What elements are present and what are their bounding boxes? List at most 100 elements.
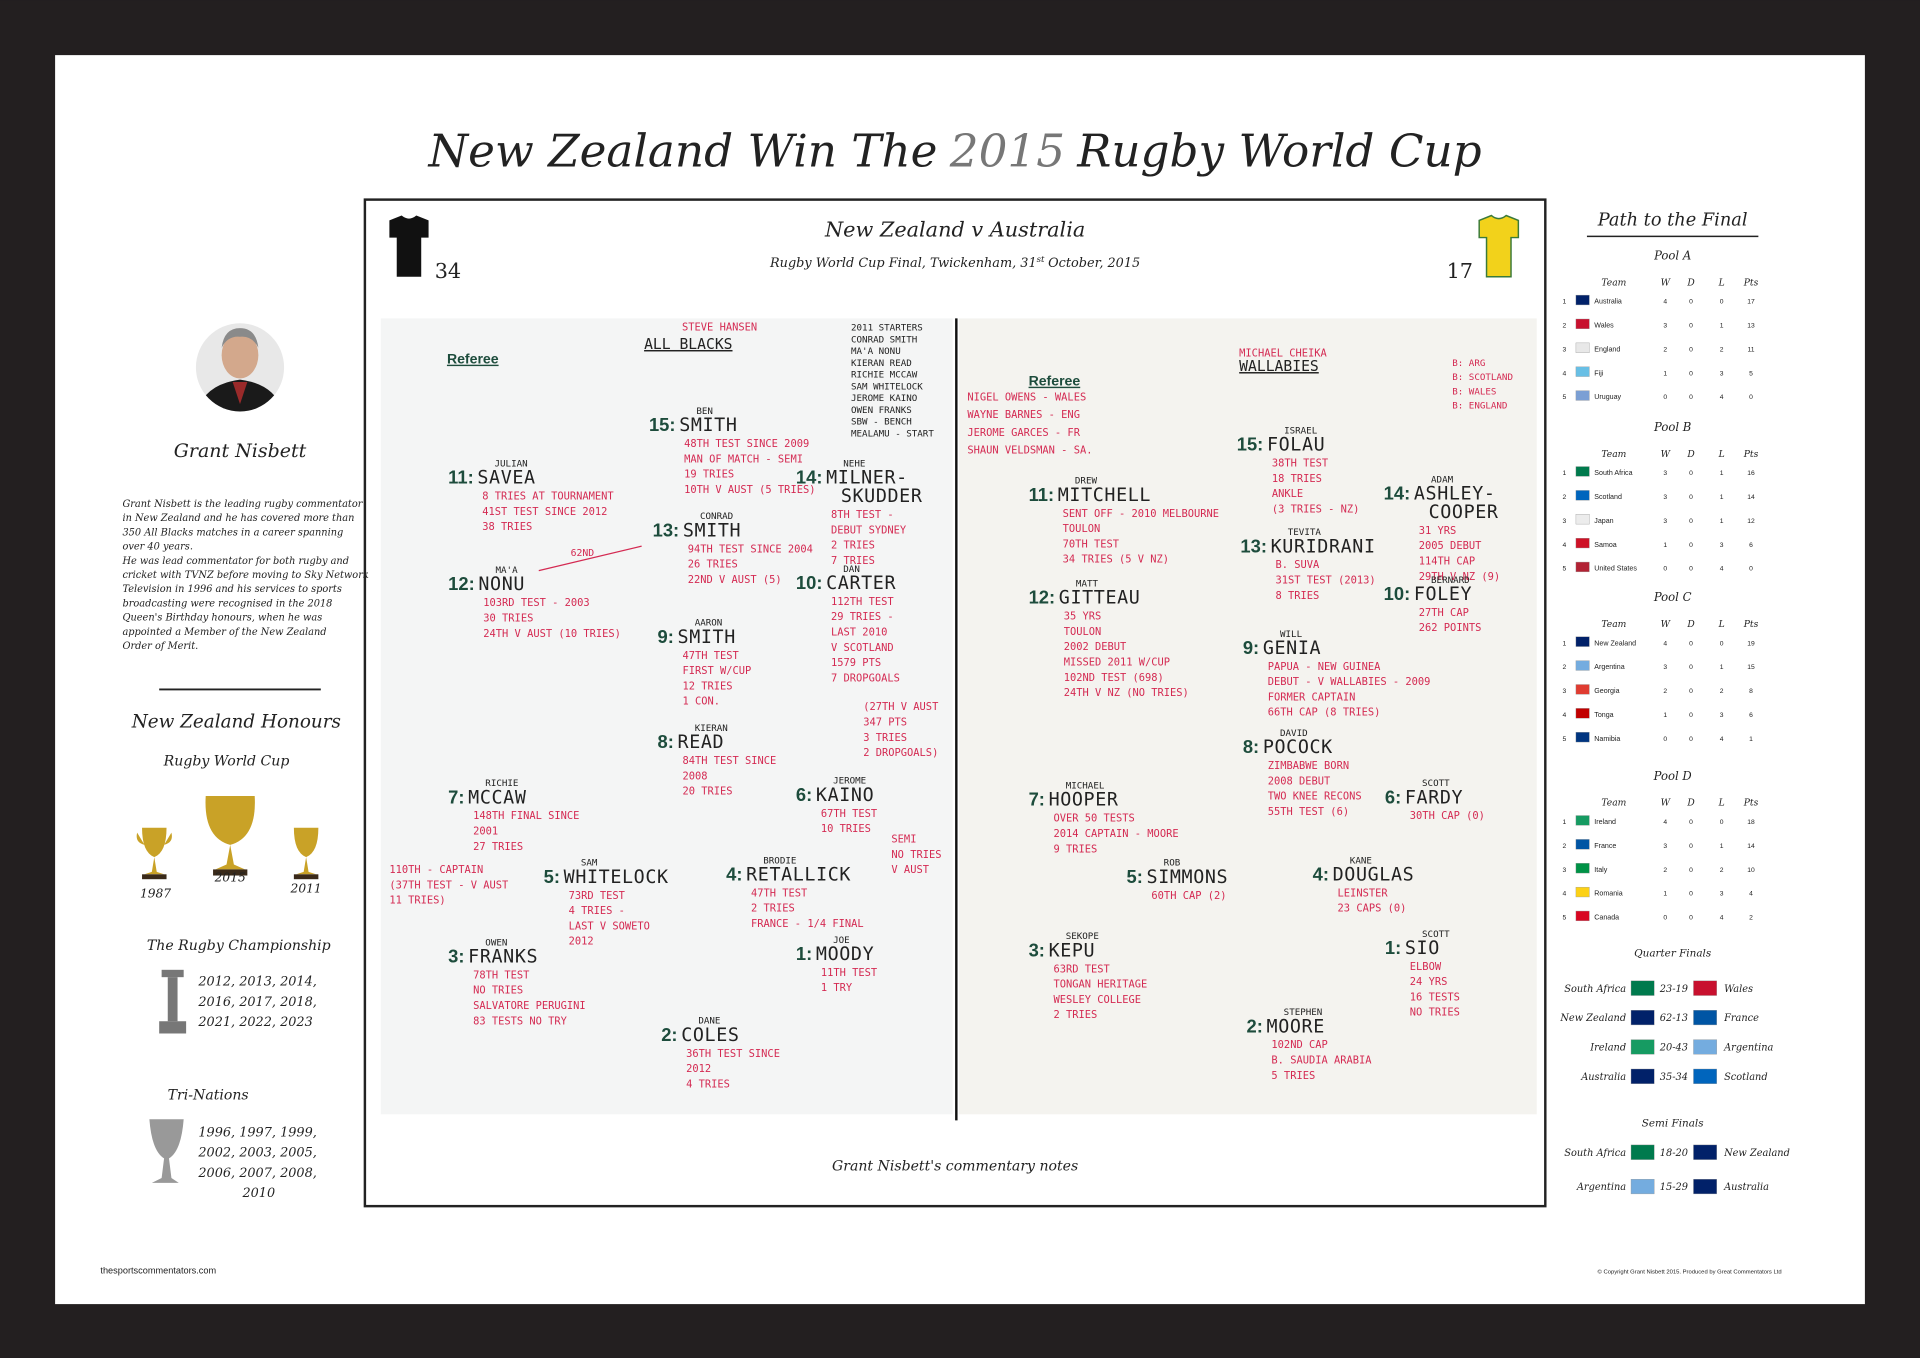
pool-stat: 1 <box>1663 891 1667 898</box>
pool-stat: 3 <box>1720 712 1724 719</box>
player-name: GITTEAU <box>1059 588 1141 609</box>
player-name: MOORE <box>1267 1016 1325 1037</box>
player-name: POCOCK <box>1263 737 1333 758</box>
rank: 2 <box>1562 843 1566 850</box>
first-name: DREW <box>1075 476 1098 487</box>
player-note: TWO KNEE RECONS <box>1268 791 1362 803</box>
pool-stat: 10 <box>1747 867 1755 874</box>
pool-stat: 0 <box>1689 915 1693 922</box>
player-note: 2 TRIES <box>751 903 795 915</box>
flag <box>1575 863 1590 874</box>
team-name: Canada <box>1594 914 1619 922</box>
rank: 5 <box>1562 915 1566 922</box>
player-note: 5 TRIES <box>1271 1070 1315 1082</box>
player-note: FIRST W/CUP <box>682 665 751 677</box>
shirt-number: 4: <box>1313 863 1329 884</box>
player-note: (37TH TEST - V AUST <box>389 879 509 891</box>
player-note: NO TRIES <box>891 849 941 861</box>
flag <box>1575 342 1590 353</box>
player-note: 1 TRY <box>821 982 853 994</box>
shirt-number: 12: <box>448 573 475 594</box>
shirt-number: 9: <box>1243 637 1259 658</box>
bio-line: Grant Nisbett is the leading rugby comme… <box>122 499 363 510</box>
pool-stat: 0 <box>1663 915 1667 922</box>
flag <box>1630 1010 1655 1026</box>
flag <box>1693 1144 1717 1160</box>
player-note: 23 CAPS (0) <box>1338 903 1407 915</box>
shirt-number: 3: <box>1029 939 1045 960</box>
player-note: 7 TRIES <box>831 555 875 567</box>
team-name: Wales <box>1594 322 1614 330</box>
team-heading: ALL BLACKS <box>644 336 732 353</box>
subtitle-text: Rugby World Cup Final, Twickenham, 31 <box>769 256 1037 271</box>
pool-stat: 3 <box>1663 494 1667 501</box>
first-name: CONRAD <box>700 511 733 522</box>
player-note: 2 TRIES <box>1053 1009 1097 1021</box>
flag <box>1575 514 1590 525</box>
player-name: GENIA <box>1263 638 1321 659</box>
first-name: TEVITA <box>1288 527 1322 538</box>
pool-stat: 17 <box>1747 299 1755 306</box>
pool-stat: 4 <box>1720 566 1724 573</box>
player-name: SIO <box>1405 938 1440 959</box>
player-name: FRANKS <box>468 946 538 967</box>
flag <box>1575 490 1590 501</box>
column-header: D <box>1686 449 1695 460</box>
starters-line: MA'A NONU <box>851 346 901 357</box>
player-name: SMITH <box>678 627 736 648</box>
player-note: 2 DROPGOALS) <box>863 747 938 759</box>
column-header: Pts <box>1743 277 1759 288</box>
column-header: D <box>1686 798 1695 809</box>
pool-stat: 2 <box>1663 688 1667 695</box>
flag <box>1575 466 1590 477</box>
home-team: South Africa <box>1564 1148 1626 1159</box>
flag <box>1575 684 1590 695</box>
player-name: WHITELOCK <box>564 867 669 888</box>
pool-title: Pool D <box>1653 769 1693 783</box>
pool-stat: 3 <box>1720 891 1724 898</box>
pool-stat: 0 <box>1689 867 1693 874</box>
shirt-number: 1: <box>1385 937 1401 958</box>
flag <box>1630 1144 1655 1160</box>
championship-trophy <box>159 969 187 1034</box>
rwc-year: 2015 <box>214 871 246 885</box>
rank: 3 <box>1562 688 1566 695</box>
flag <box>1575 732 1590 743</box>
shirt-number: 8: <box>1243 736 1259 757</box>
player-note: 19 TRIES <box>684 469 734 481</box>
player-name: READ <box>678 732 725 753</box>
away-team: Scotland <box>1724 1072 1768 1083</box>
player-note: PAPUA - NEW GUINEA <box>1268 661 1381 673</box>
player-note: SENT OFF - 2010 MELBOURNE <box>1063 508 1219 520</box>
pool-stat: 0 <box>1720 640 1724 647</box>
column-header: W <box>1661 798 1672 809</box>
flag <box>1575 815 1590 826</box>
first-name: MA'A <box>496 565 519 576</box>
player-note: 2005 DEBUT <box>1419 540 1482 552</box>
player-note: 1579 PTS <box>831 657 881 669</box>
first-name: JULIAN <box>495 459 528 470</box>
pool-title: Pool A <box>1653 249 1691 263</box>
column-header: D <box>1686 277 1695 288</box>
player-note: ANKLE <box>1272 488 1303 500</box>
first-name: BERNARD <box>1431 575 1470 586</box>
first-name: RICHIE <box>485 778 518 789</box>
rank: 1 <box>1562 819 1566 826</box>
player-note: SALVATORE PERUGINI <box>473 1000 586 1012</box>
shirt-number: 14: <box>1384 483 1411 504</box>
team-name: Fiji <box>1594 369 1603 377</box>
pool-stat: 4 <box>1749 891 1753 898</box>
honours-title: New Zealand Honours <box>131 711 341 732</box>
player-note: 31 YRS <box>1419 525 1457 537</box>
player-note: 2 TRIES <box>831 540 875 552</box>
player-name: SAVEA <box>477 468 535 489</box>
championship-years: 2016, 2017, 2018, <box>197 995 316 1010</box>
championship-years: 2021, 2022, 2023 <box>197 1015 312 1030</box>
pool-stat: 0 <box>1689 736 1693 743</box>
starters-line: JEROME KAINO <box>851 393 917 404</box>
pool-stat: 13 <box>1747 323 1755 330</box>
flag <box>1630 1179 1655 1195</box>
shirt-number: 1: <box>796 943 812 964</box>
first-name: NEHE <box>843 459 865 470</box>
home-team: Ireland <box>1589 1043 1626 1054</box>
